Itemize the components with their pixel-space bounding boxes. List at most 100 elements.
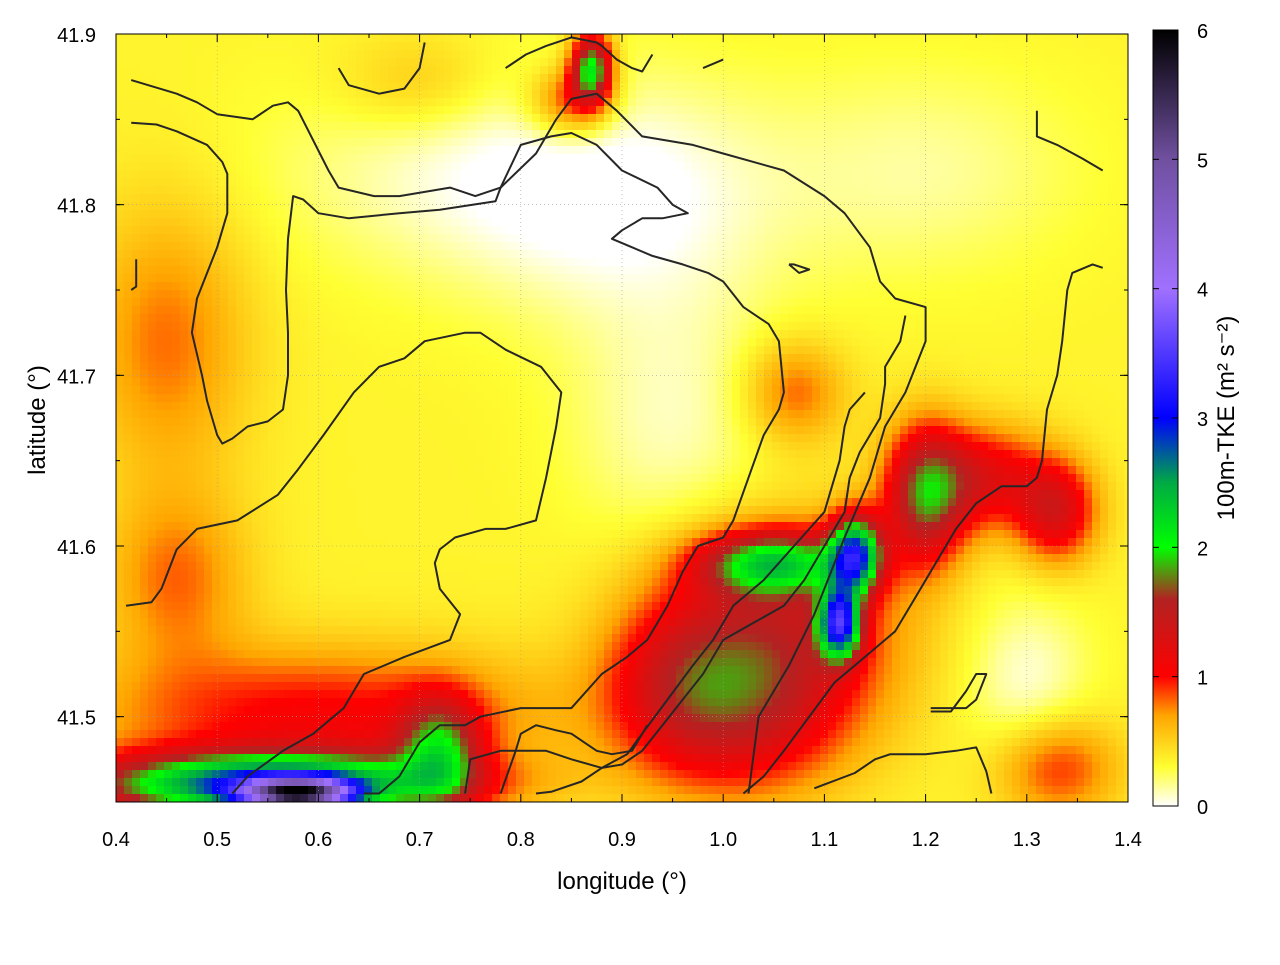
heatmap-cell <box>452 42 460 50</box>
heatmap-cell <box>1068 282 1076 290</box>
heatmap-cell <box>204 298 212 306</box>
heatmap-cell <box>380 146 388 154</box>
heatmap-cell <box>804 98 812 106</box>
heatmap-cell <box>476 114 484 122</box>
heatmap-cell <box>844 274 852 282</box>
heatmap-cell <box>612 274 620 282</box>
heatmap-cell <box>372 194 380 202</box>
heatmap-cell <box>964 282 972 290</box>
heatmap-cell <box>844 130 852 138</box>
heatmap-cell <box>1124 250 1128 258</box>
heatmap-cell <box>780 130 788 138</box>
heatmap-cell <box>172 66 180 74</box>
heatmap-cell <box>356 218 364 226</box>
heatmap-cell <box>892 282 900 290</box>
heatmap-cell <box>844 186 852 194</box>
heatmap-cell <box>1044 234 1052 242</box>
heatmap-cell <box>580 226 588 234</box>
heatmap-cell <box>132 250 140 258</box>
heatmap-cell <box>188 170 196 178</box>
heatmap-cell <box>980 74 988 82</box>
heatmap-cell <box>964 202 972 210</box>
heatmap-cell <box>196 58 204 66</box>
heatmap-cell <box>844 218 852 226</box>
heatmap-cell <box>828 74 836 82</box>
heatmap-cell <box>548 106 556 114</box>
heatmap-cell <box>164 146 172 154</box>
heatmap-cell <box>572 146 580 154</box>
heatmap-cell <box>308 338 316 346</box>
heatmap-cell <box>340 210 348 218</box>
heatmap-cell <box>876 34 884 42</box>
heatmap-cell <box>956 322 964 330</box>
heatmap-cell <box>420 298 428 306</box>
heatmap-cell <box>804 42 812 50</box>
heatmap-cell <box>676 242 684 250</box>
heatmap-cell <box>628 226 636 234</box>
heatmap-cell <box>956 290 964 298</box>
heatmap-cell <box>940 114 948 122</box>
heatmap-cell <box>1020 338 1028 346</box>
heatmap-cell <box>796 306 804 314</box>
heatmap-cell <box>996 202 1004 210</box>
heatmap-cell <box>212 178 220 186</box>
heatmap-cell <box>324 74 332 82</box>
heatmap-cell <box>460 226 468 234</box>
heatmap-cell <box>612 34 620 42</box>
heatmap-cell <box>1100 330 1108 338</box>
heatmap-cell <box>788 106 796 114</box>
heatmap-cell <box>148 74 156 82</box>
heatmap-cell <box>852 138 860 146</box>
heatmap-cell <box>1116 138 1124 146</box>
heatmap-cell <box>436 162 444 170</box>
heatmap-cell <box>428 242 436 250</box>
heatmap-cell <box>228 122 236 130</box>
heatmap-cell <box>668 58 676 66</box>
heatmap-cell <box>684 162 692 170</box>
heatmap-cell <box>796 114 804 122</box>
heatmap-cell <box>1028 298 1036 306</box>
heatmap-cell <box>860 66 868 74</box>
heatmap-cell <box>556 122 564 130</box>
heatmap-cell <box>508 210 516 218</box>
heatmap-cell <box>828 282 836 290</box>
heatmap-cell <box>516 226 524 234</box>
heatmap-cell <box>596 154 604 162</box>
heatmap-cell <box>604 122 612 130</box>
heatmap-cell <box>468 154 476 162</box>
heatmap-cell <box>404 170 412 178</box>
heatmap-cell <box>692 322 700 330</box>
heatmap-cell <box>644 74 652 82</box>
heatmap-cell <box>260 162 268 170</box>
heatmap-cell <box>908 242 916 250</box>
heatmap-cell <box>580 34 588 42</box>
heatmap-cell <box>1068 338 1076 346</box>
heatmap-cell <box>516 138 524 146</box>
heatmap-cell <box>180 114 188 122</box>
heatmap-cell <box>956 178 964 186</box>
heatmap-cell <box>788 98 796 106</box>
heatmap-cell <box>236 346 244 354</box>
heatmap-cell <box>556 170 564 178</box>
heatmap-cell <box>868 290 876 298</box>
heatmap-cell <box>436 306 444 314</box>
heatmap-cell <box>452 210 460 218</box>
heatmap-cell <box>964 98 972 106</box>
heatmap-cell <box>860 258 868 266</box>
heatmap-cell <box>1084 202 1092 210</box>
heatmap-cell <box>1028 106 1036 114</box>
heatmap-cell <box>892 210 900 218</box>
heatmap-cell <box>1116 202 1124 210</box>
heatmap-cell <box>420 194 428 202</box>
heatmap-cell <box>724 154 732 162</box>
heatmap-cell <box>348 282 356 290</box>
heatmap-cell <box>204 186 212 194</box>
heatmap-cell <box>236 154 244 162</box>
heatmap-cell <box>988 122 996 130</box>
heatmap-cell <box>612 82 620 90</box>
heatmap-cell <box>180 58 188 66</box>
heatmap-cell <box>444 266 452 274</box>
heatmap-cell <box>980 162 988 170</box>
heatmap-cell <box>276 186 284 194</box>
heatmap-cell <box>796 106 804 114</box>
